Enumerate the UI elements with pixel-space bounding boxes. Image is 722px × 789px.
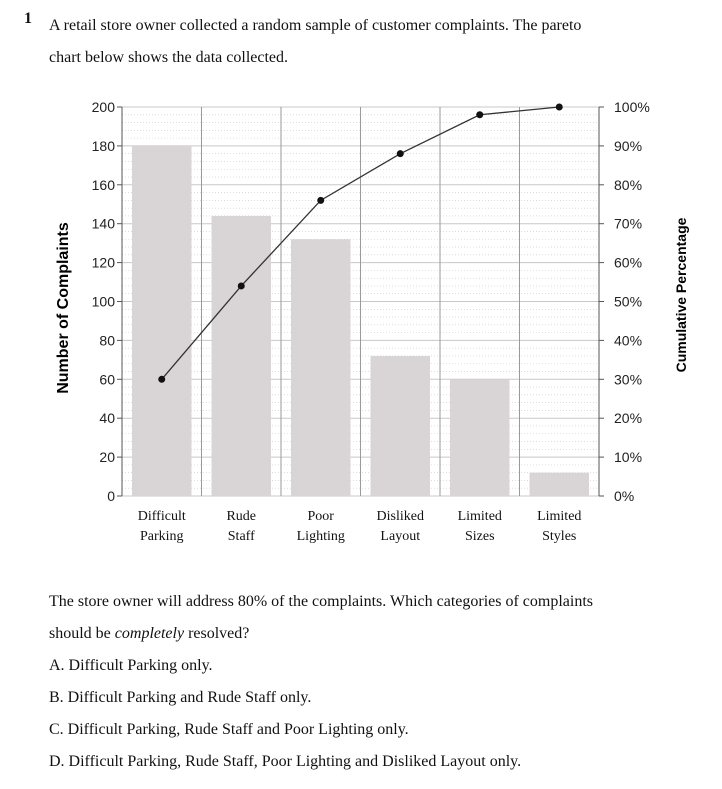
x-tick-label: Limited (537, 509, 581, 524)
question-prompt: The store owner will address 80% of the … (49, 586, 709, 650)
y-axis-title: Number of Complaints (55, 222, 72, 394)
chart-axes: 0 20 40 60 80 100 120 140 160 180 200 0% 10% 20% 30% 40… (92, 99, 650, 544)
x-tick-label: Lighting (297, 529, 345, 544)
y2-tick-label: 70% (614, 216, 642, 232)
x-tick-label: Sizes (465, 529, 495, 544)
y-tick-label: 120 (92, 255, 116, 271)
y2-tick-label: 10% (614, 449, 642, 465)
x-tick-label: Styles (542, 529, 576, 544)
y2-tick-label: 80% (614, 177, 642, 193)
y-tick-label: 160 (92, 177, 116, 193)
prompt-text-before: should be (49, 625, 115, 642)
question-prompt-line-1: The store owner will address 80% of the … (49, 593, 593, 610)
cumulative-point-0 (158, 375, 166, 383)
y2-tick-label: 30% (614, 371, 642, 387)
y2-tick-label: 40% (614, 332, 642, 348)
bar-0 (132, 145, 192, 496)
y-tick-label: 80 (99, 332, 115, 348)
bar-2 (291, 239, 351, 496)
y-tick-label: 20 (99, 449, 115, 465)
question-intro-line-2: chart below shows the data collected. (49, 49, 289, 66)
x-tick-label: Rude (226, 509, 256, 524)
bar-3 (370, 355, 430, 496)
cumulative-line (158, 103, 563, 383)
cumulative-point-5 (555, 103, 563, 111)
x-tick-label: Staff (228, 529, 255, 544)
pareto-chart: 0 20 40 60 80 100 120 140 160 180 200 0% 10% 20% 30% 40… (55, 99, 689, 544)
y-tick-label: 200 (92, 99, 116, 115)
y-tick-label: 0 (107, 488, 115, 504)
y-tick-label: 180 (92, 138, 116, 154)
y2-tick-label: 90% (614, 138, 642, 154)
question-intro: A retail store owner collected a random … (49, 10, 709, 74)
bar-1 (211, 215, 271, 497)
bar-5 (529, 472, 589, 496)
prompt-emphasis: completely (114, 625, 185, 642)
y2-tick-label: 60% (614, 255, 642, 271)
x-tick-label: Poor (308, 509, 335, 524)
option-c[interactable]: C. Difficult Parking, Rude Staff and Poo… (49, 721, 409, 738)
question-number: 1 (24, 10, 32, 27)
y2-tick-label: 0% (614, 488, 634, 504)
cumulative-polyline (161, 106, 560, 380)
question-prompt-line-2: should be completely resolved? (49, 618, 709, 650)
bar-4 (450, 379, 510, 496)
answer-options: A. Difficult Parking only. B. Difficult … (49, 650, 521, 778)
chart-bars (132, 145, 589, 497)
prompt-text-after: resolved? (184, 625, 250, 642)
y2-tick-label: 50% (614, 294, 642, 310)
x-tick-label: Layout (380, 529, 420, 544)
x-tick-label: Parking (140, 529, 184, 544)
y2-tick-label: 100% (614, 99, 650, 115)
y2-axis-title: Cumulative Percentage (673, 217, 689, 372)
y-tick-label: 40 (99, 410, 115, 426)
y2-tick-label: 20% (614, 410, 642, 426)
cumulative-point-2 (317, 196, 325, 204)
y-tick-label: 100 (92, 294, 116, 310)
option-d[interactable]: D. Difficult Parking, Rude Staff, Poor L… (49, 753, 522, 770)
chart-grid (121, 106, 600, 497)
question-intro-line-1: A retail store owner collected a random … (49, 17, 582, 34)
cumulative-point-4 (476, 111, 484, 119)
y-tick-label: 60 (99, 371, 115, 387)
cumulative-point-1 (237, 282, 245, 290)
x-tick-label: Limited (458, 509, 502, 524)
x-tick-label: Difficult (138, 509, 186, 524)
cumulative-point-3 (396, 150, 404, 158)
option-b[interactable]: B. Difficult Parking and Rude Staff only… (49, 689, 312, 706)
x-tick-label: Disliked (377, 509, 424, 524)
y-tick-label: 140 (92, 216, 116, 232)
option-a[interactable]: A. Difficult Parking only. (49, 657, 213, 674)
